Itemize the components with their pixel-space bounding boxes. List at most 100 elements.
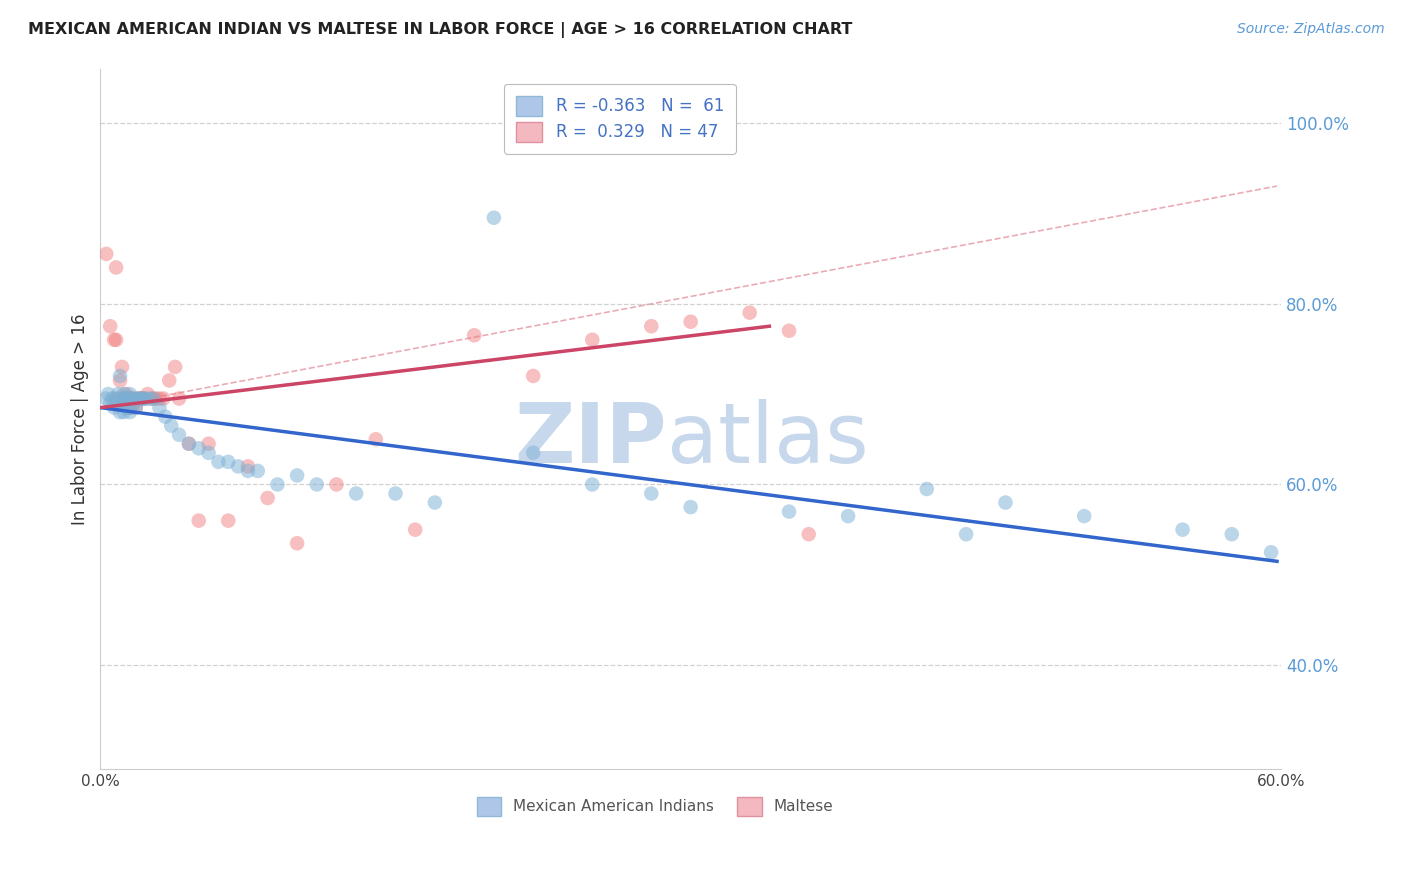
Legend: Mexican American Indians, Maltese: Mexican American Indians, Maltese [468,788,842,825]
Point [136,387,159,401]
Point [111,359,134,374]
Point [148,401,170,415]
Point [177,437,200,451]
Point [364,432,387,446]
Point [132,392,155,406]
Point [384,486,406,500]
Point [107,387,129,401]
Point [96,392,118,406]
Point [127,392,149,406]
Point [138,392,160,406]
Point [115,387,138,401]
Point [118,392,141,406]
Point [152,392,174,406]
Point [423,495,446,509]
Point [103,401,125,415]
Point [115,392,138,406]
Point [103,333,125,347]
Point [131,392,153,406]
Point [118,401,141,415]
Point [344,486,367,500]
Point [167,392,190,406]
Point [105,260,128,275]
Point [141,392,163,406]
Point [112,387,135,401]
Point [1073,509,1095,524]
Point [404,523,426,537]
Point [482,211,505,225]
Point [187,514,209,528]
Point [107,392,129,406]
Point [108,405,131,419]
Point [285,536,308,550]
Point [96,247,118,261]
Point [131,392,153,406]
Point [955,527,977,541]
Point [915,482,938,496]
Y-axis label: In Labor Force | Age > 16: In Labor Force | Age > 16 [72,313,89,524]
Point [581,477,603,491]
Point [142,392,165,406]
Text: Source: ZipAtlas.com: Source: ZipAtlas.com [1237,22,1385,37]
Point [135,392,157,406]
Point [117,401,139,415]
Point [160,418,183,433]
Point [1220,527,1243,541]
Point [177,437,200,451]
Point [994,495,1017,509]
Point [246,464,269,478]
Point [98,396,121,410]
Point [187,442,209,456]
Point [128,392,150,406]
Point [108,368,131,383]
Point [108,374,131,388]
Point [98,319,121,334]
Point [121,392,143,406]
Point [117,392,139,406]
Point [125,401,148,415]
Point [111,392,134,406]
Text: atlas: atlas [666,400,869,481]
Point [679,315,702,329]
Point [105,392,128,406]
Point [325,477,347,491]
Point [115,401,138,415]
Point [226,459,249,474]
Point [463,328,485,343]
Text: ZIP: ZIP [515,400,666,481]
Point [105,333,128,347]
Point [217,514,239,528]
Point [581,333,603,347]
Point [122,392,145,406]
Point [155,409,177,424]
Point [1171,523,1194,537]
Point [217,455,239,469]
Point [679,500,702,514]
Point [125,401,148,415]
Point [236,459,259,474]
Text: MEXICAN AMERICAN INDIAN VS MALTESE IN LABOR FORCE | AGE > 16 CORRELATION CHART: MEXICAN AMERICAN INDIAN VS MALTESE IN LA… [28,22,852,38]
Point [522,368,544,383]
Point [121,392,143,406]
Point [115,392,138,406]
Point [101,392,124,406]
Point [197,437,219,451]
Point [640,319,662,334]
Point [640,486,662,500]
Point [118,387,141,401]
Point [305,477,328,491]
Point [207,455,229,469]
Point [797,527,820,541]
Point [127,392,149,406]
Point [128,392,150,406]
Point [118,405,141,419]
Point [157,374,180,388]
Point [778,505,800,519]
Point [236,464,259,478]
Point [738,306,761,320]
Point [165,359,187,374]
Point [837,509,859,524]
Point [148,392,170,406]
Point [266,477,288,491]
Point [197,446,219,460]
